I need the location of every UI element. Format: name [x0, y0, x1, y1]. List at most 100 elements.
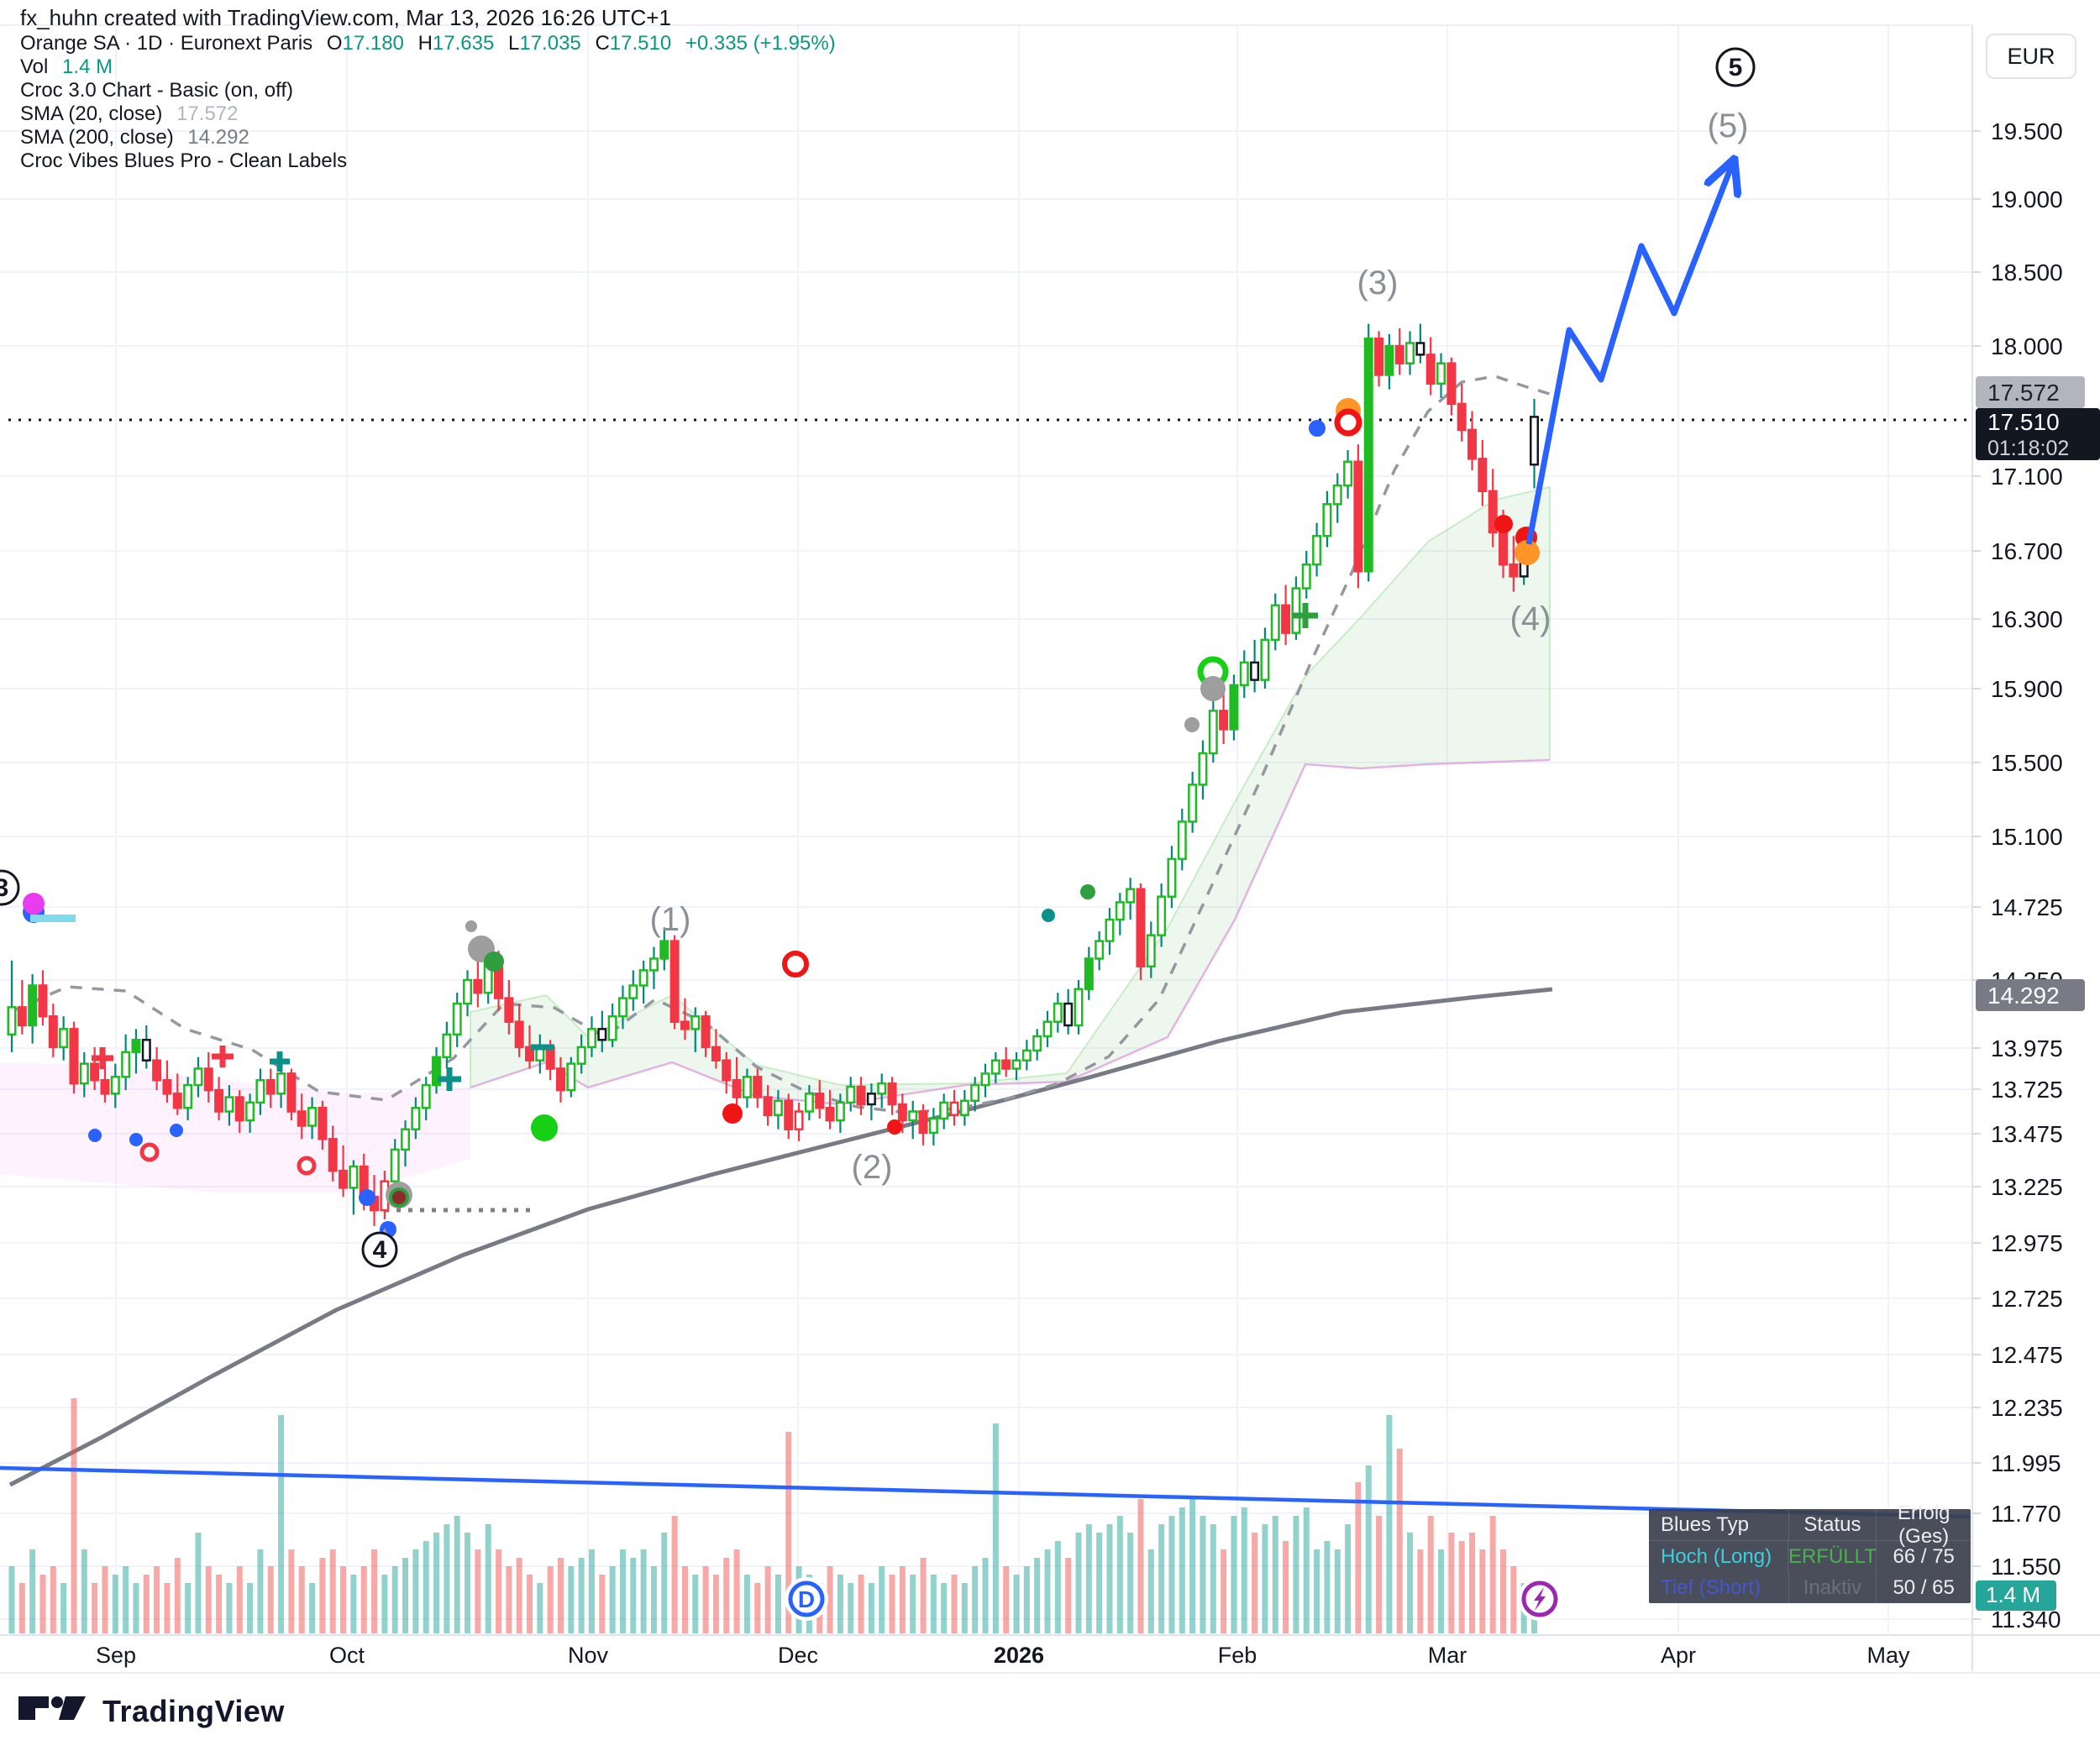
price-tick: 15.500 [1991, 750, 2063, 776]
vol-label: Vol [20, 55, 49, 78]
price-tick: 17.100 [1991, 464, 2063, 490]
sma20-line [9, 375, 1553, 1114]
price-tick: 13.225 [1991, 1174, 2063, 1200]
price-tick: 14.725 [1991, 894, 2063, 920]
price-tick: 13.475 [1991, 1121, 2063, 1147]
row-tief-status: Inaktiv [1788, 1572, 1877, 1603]
signal-markers [23, 398, 1540, 1245]
sma20-price-label [1976, 376, 2085, 408]
open-value: 17.180 [342, 32, 404, 55]
svg-text:1.4 M: 1.4 M [1986, 1582, 2040, 1607]
wave-label-(3): (3) [1357, 265, 1399, 301]
price-tick: 19.000 [1991, 186, 2063, 212]
price-tick: 11.995 [1991, 1450, 2061, 1476]
price-tick: 11.340 [1991, 1607, 2061, 1633]
trendline [0, 1465, 1971, 1519]
low-label: L [508, 32, 520, 55]
projection [1525, 165, 1732, 545]
open-label: O [326, 32, 343, 55]
price-tick: 16.700 [1991, 538, 2063, 564]
circled-wave-5: 5 [1729, 54, 1743, 81]
volume-bars [8, 1398, 1538, 1633]
wave-label-(1): (1) [650, 901, 691, 938]
wave-label-(4): (4) [1510, 600, 1551, 637]
price-tick: 18.000 [1991, 333, 2063, 359]
watermark-attribution: fx_huhn created with TradingView.com, Ma… [20, 5, 671, 30]
price-axis[interactable]: 19.500 19.000 18.500 18.000 17.100 16.700 16.3… [1972, 118, 2100, 1633]
close-value: 17.510 [609, 32, 672, 55]
time-tick-Apr[interactable]: Apr [1660, 1643, 1697, 1668]
sma20-value: 17.572 [176, 102, 239, 125]
gridlines [0, 24, 2100, 1674]
time-tick-Sep[interactable]: Sep [95, 1643, 137, 1668]
indicator-sma200[interactable]: SMA (200, close) 14.292 [20, 126, 836, 149]
event-markers: D [785, 1577, 1562, 1621]
wave-label-(2): (2) [852, 1149, 893, 1186]
sma20-label: SMA (20, close) [20, 102, 163, 125]
price-tick: 19.500 [1991, 118, 2063, 144]
price-tick: 12.725 [1991, 1286, 2063, 1312]
time-tick-Feb[interactable]: Feb [1217, 1643, 1257, 1668]
time-tick-Oct[interactable]: Oct [328, 1643, 365, 1668]
descending-trendline [0, 1465, 1971, 1519]
row-hoch-score: 66 / 75 [1876, 1541, 1971, 1572]
wave-labels: (1) (2) (3) (4) (5) 5 4 3 [0, 47, 1756, 1268]
time-tick-May[interactable]: May [1866, 1643, 1910, 1668]
sma200-label: SMA (200, close) [20, 126, 174, 149]
price-tick: 11.550 [1991, 1554, 2061, 1580]
last-price-label [1976, 408, 2100, 460]
indicator-sma20[interactable]: SMA (20, close) 17.572 [20, 102, 836, 126]
symbol-title[interactable]: Orange SA · 1D · Euronext Paris [20, 32, 313, 55]
time-tick-Nov[interactable]: Nov [567, 1643, 609, 1668]
row-hoch-status: ERFÜLLT [1788, 1541, 1877, 1572]
high-label: H [417, 32, 433, 55]
change-value: +0.335 (+1.95%) [685, 32, 836, 55]
sma200-line [8, 987, 1553, 1487]
price-tick: 18.500 [1991, 259, 2063, 286]
price-tick: 12.235 [1991, 1395, 2063, 1421]
time-tick-Mar[interactable]: Mar [1427, 1643, 1467, 1668]
price-tick: 15.100 [1991, 824, 2063, 850]
candles [7, 323, 1540, 1226]
time-axis[interactable]: Sep Oct Nov Dec 2026 Feb Mar Apr May [0, 1643, 2100, 1676]
circled-wave-3: 3 [0, 874, 8, 902]
chart-legend: Orange SA · 1D · Euronext Paris O17.180 … [20, 32, 836, 173]
low-value: 17.035 [519, 32, 581, 55]
price-tick: 13.975 [1991, 1035, 2063, 1061]
indicator-croc-chart[interactable]: Croc 3.0 Chart - Basic (on, off) [20, 79, 294, 102]
symbol-row[interactable]: Orange SA · 1D · Euronext Paris O17.180 … [20, 32, 836, 55]
col-header-blues-typ: Blues Typ [1661, 1512, 1749, 1536]
table-row: Tief (Short) Inaktiv 50 / 65 [1649, 1572, 1971, 1603]
indicator-croc-vibes[interactable]: Croc Vibes Blues Pro - Clean Labels [20, 149, 348, 172]
bar-countdown: 01:18:02 [1987, 437, 2069, 460]
col-header-status: Status [1788, 1509, 1877, 1540]
tradingview-logo-icon [18, 1696, 86, 1720]
price-tick: 15.900 [1991, 676, 2063, 702]
price-tick: 12.975 [1991, 1230, 2063, 1256]
table-row: Hoch (Long) ERFÜLLT 66 / 75 [1649, 1541, 1971, 1572]
row-hoch-type: Hoch (Long) [1661, 1544, 1772, 1568]
price-tick: 12.475 [1991, 1342, 2063, 1368]
row-tief-type: Tief (Short) [1661, 1575, 1761, 1599]
svg-text:17.572: 17.572 [1987, 380, 2060, 406]
close-label: C [595, 32, 610, 55]
volume-row[interactable]: Vol 1.4 M [20, 55, 836, 79]
time-tick-2026[interactable]: 2026 [993, 1643, 1045, 1668]
sma200-value: 14.292 [187, 126, 249, 149]
time-tick-Dec[interactable]: Dec [777, 1643, 819, 1668]
blues-stats-table: Blues Typ Status Erfolg (Ges) Hoch (Long… [1649, 1502, 1971, 1603]
svg-text:17.510: 17.510 [1987, 409, 2060, 435]
wave-label-(5): (5) [1708, 107, 1749, 144]
footer-brand[interactable]: TradingView [18, 1693, 285, 1730]
sma20 [9, 375, 1553, 1114]
currency-button[interactable]: EUR [1986, 34, 2076, 79]
svg-text:D: D [798, 1586, 815, 1612]
circled-wave-4: 4 [373, 1236, 387, 1264]
sma200-price-label [1976, 979, 2085, 1011]
tradingview-wordmark: TradingView [102, 1694, 285, 1728]
table-header-row: Blues Typ Status Erfolg (Ges) [1649, 1502, 1971, 1548]
vol-value: 1.4 M [62, 55, 113, 78]
svg-text:14.292: 14.292 [1987, 983, 2060, 1009]
elliott-wave5-projection-arrow [1525, 165, 1732, 545]
